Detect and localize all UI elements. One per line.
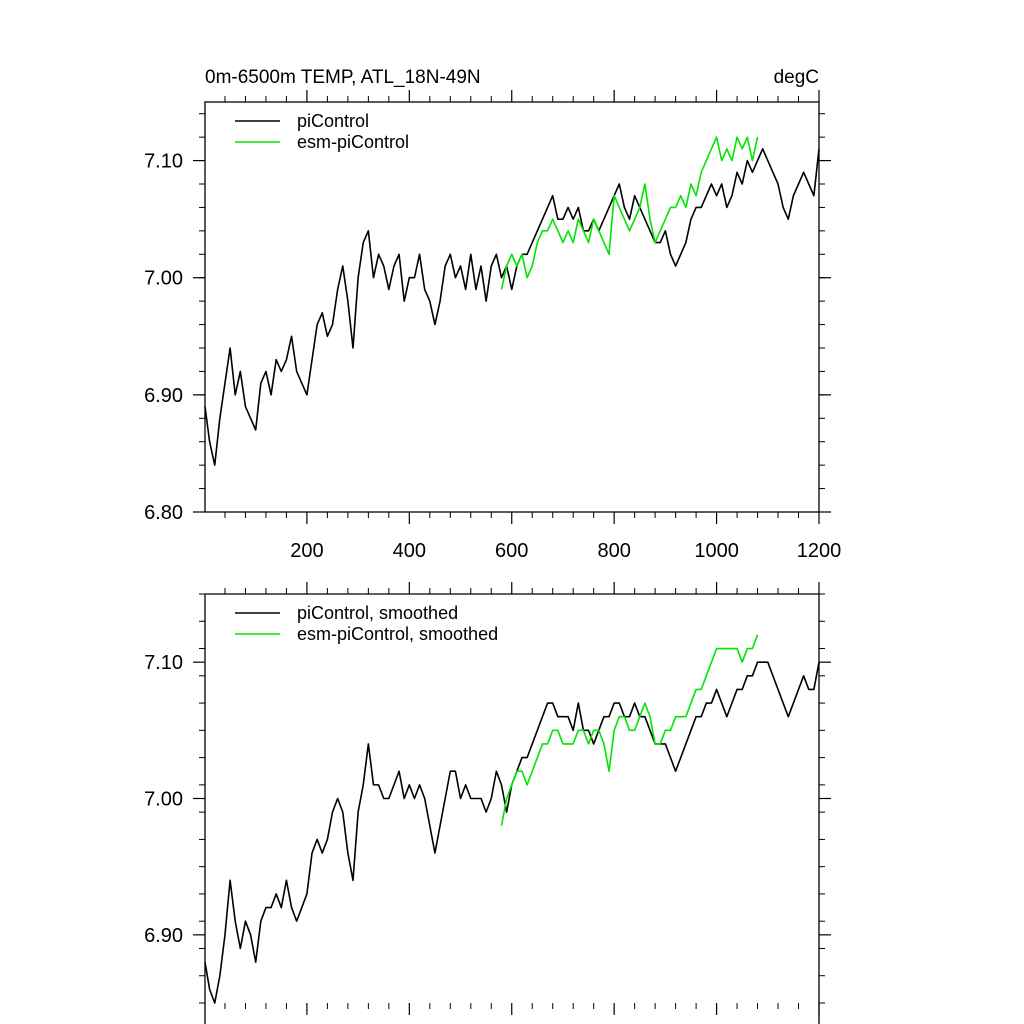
smoothed-legend-label: piControl, smoothed <box>297 603 458 623</box>
raw-plot-frame <box>204 101 820 513</box>
smoothed-series-lines <box>204 634 820 1004</box>
raw-series-line-picontrol <box>204 148 820 466</box>
raw-legend-label: esm-piControl <box>297 132 409 152</box>
raw-y-tick-label: 7.10 <box>144 151 183 173</box>
smoothed-y-tick-label: 6.90 <box>144 925 183 947</box>
raw-y-tick-label: 7.00 <box>144 268 183 290</box>
smoothed-chart-panel: 6.90 7.00 7.10 piControl, smoothedesm-piCo… <box>144 582 831 1024</box>
smoothed-y-tick-label: 7.00 <box>144 789 183 811</box>
units-label: degC <box>774 67 819 88</box>
raw-x-tick-label: 400 <box>393 540 426 562</box>
smoothed-series-line-esm-picontrol <box>500 634 759 826</box>
raw-y-tick-label: 6.90 <box>144 385 183 407</box>
chart-title: 0m-6500m TEMP, ATL_18N-49N <box>205 67 481 88</box>
smoothed-y-tick-label: 7.10 <box>144 652 183 674</box>
raw-series-line-esm-picontrol <box>500 136 759 290</box>
smoothed-axis-ticks: 6.90 7.00 7.10 <box>144 582 831 1015</box>
smoothed-legend-label: esm-piControl, smoothed <box>297 624 498 644</box>
raw-x-tick-label: 800 <box>597 540 630 562</box>
raw-x-tick-label: 1000 <box>694 540 739 562</box>
raw-series-lines <box>204 136 820 466</box>
raw-x-tick-label: 200 <box>290 540 323 562</box>
raw-y-tick-label: 6.80 <box>144 502 183 524</box>
raw-axis-ticks: 6.80 6.90 7.00 7.10 200 400 600 800 1000 1200 <box>144 90 841 562</box>
smoothed-series-line-picontrol <box>204 661 820 1004</box>
raw-chart-panel: 0m-6500m TEMP, ATL_18N-49N degC 6.80 6.90… <box>144 67 841 562</box>
raw-x-tick-label: 600 <box>495 540 528 562</box>
raw-x-tick-label: 1200 <box>797 540 842 562</box>
raw-legend-label: piControl <box>297 111 369 131</box>
